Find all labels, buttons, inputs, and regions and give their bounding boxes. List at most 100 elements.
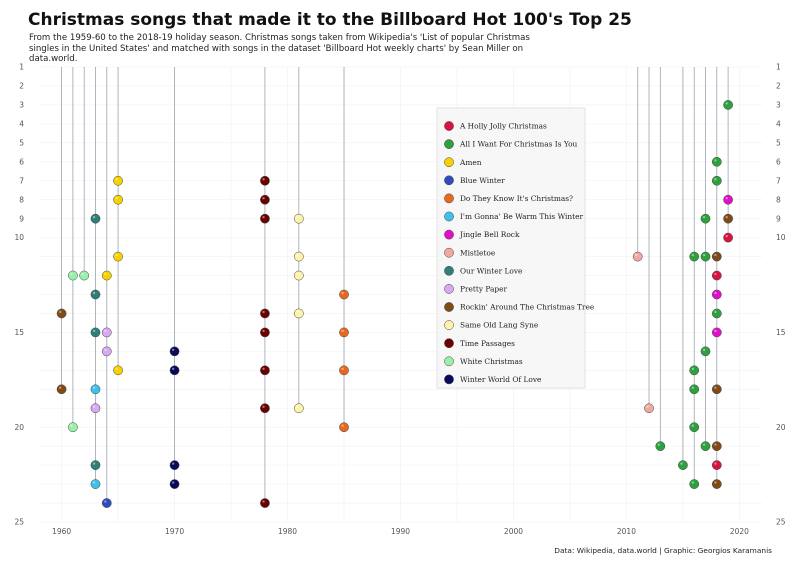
song-point	[260, 194, 270, 205]
ornament-shine	[296, 310, 299, 314]
ornament-shine	[262, 329, 265, 333]
ornament-shine	[680, 462, 683, 465]
ornament-shine	[296, 272, 299, 276]
ornament-shine	[714, 178, 717, 181]
y-tick-label-left: 2	[19, 82, 24, 91]
song-point	[711, 289, 722, 300]
song-point	[90, 460, 101, 470]
legend: A Holly Jolly Christmas All I Want For Ch…	[436, 107, 594, 389]
ornament-shine	[92, 481, 96, 484]
ornament-shine	[714, 310, 717, 314]
ornament-shine	[70, 272, 73, 276]
song-point	[711, 327, 722, 338]
legend-swatch	[444, 374, 454, 385]
song-point	[293, 251, 304, 262]
ornament-shine	[702, 443, 706, 446]
y-tick-label-right: 3	[776, 101, 781, 110]
legend-label: A Holly Jolly Christmas	[459, 122, 547, 131]
song-point	[632, 251, 643, 262]
ornament-shine	[104, 348, 107, 352]
legend-swatch	[444, 175, 454, 186]
song-point	[260, 175, 270, 186]
song-point	[56, 308, 67, 319]
y-tick-label-left: 4	[19, 119, 24, 128]
legend-label: Time Passages	[460, 339, 515, 348]
legend-swatch	[444, 284, 454, 294]
legend-swatch	[444, 338, 454, 349]
ornament-shine	[702, 348, 706, 352]
y-tick-label-right: 10	[776, 233, 786, 242]
y-tick-label-right: 5	[776, 138, 781, 147]
ornament-shine	[115, 178, 118, 181]
chart-caption: Data: Wikipedia, data.world | Graphic: G…	[554, 546, 772, 555]
song-point	[293, 213, 304, 224]
legend-label: Amen	[459, 158, 482, 167]
ornament-shine	[635, 253, 638, 257]
song-point	[260, 365, 270, 376]
song-point	[90, 213, 101, 224]
y-tick-label-left: 20	[14, 423, 24, 432]
song-point	[101, 498, 112, 508]
legend-swatch	[444, 320, 454, 330]
song-point	[79, 270, 90, 281]
song-point	[113, 175, 123, 186]
y-tick-label-right: 8	[776, 195, 781, 204]
y-tick-label-right: 25	[776, 518, 786, 527]
legend-swatch	[444, 157, 454, 168]
song-point	[700, 441, 711, 452]
legend-label: All I Want For Christmas Is You	[459, 140, 578, 149]
ornament-shine	[262, 178, 265, 181]
chart-title: Christmas songs that made it to the Bill…	[28, 10, 632, 30]
x-tick-label: 1960	[52, 527, 71, 536]
ornament-shine	[115, 253, 118, 257]
y-tick-label-right: 2	[776, 82, 781, 91]
y-tick-label-left: 8	[19, 195, 24, 204]
legend-swatch	[444, 139, 454, 149]
y-tick-label-right: 4	[776, 119, 781, 128]
song-point	[678, 460, 688, 470]
y-tick-label-right: 15	[776, 328, 786, 337]
ornament-shine	[341, 291, 344, 295]
legend-swatch	[444, 193, 454, 204]
ornament-shine	[714, 386, 717, 389]
ornament-shine	[171, 348, 175, 352]
ornament-shine	[714, 159, 717, 162]
y-tick-label-right: 6	[776, 157, 781, 166]
ornament-shine	[725, 215, 728, 219]
legend-swatch	[444, 229, 454, 240]
ornament-shine	[262, 405, 265, 408]
ornament-shine	[714, 329, 717, 333]
ornament-shine	[81, 272, 84, 276]
song-point	[711, 175, 722, 186]
song-point	[689, 479, 700, 489]
song-point	[689, 384, 700, 395]
x-tick-label: 2010	[617, 527, 636, 536]
song-point	[56, 384, 67, 395]
ornament-shine	[171, 462, 175, 465]
x-tick-label: 1990	[391, 527, 410, 536]
y-tick-label-left: 3	[19, 101, 24, 110]
legend-box	[436, 107, 586, 389]
ornament-shine	[58, 386, 62, 389]
song-point	[101, 346, 112, 357]
ornament-shine	[104, 272, 107, 276]
ornament-shine	[725, 197, 728, 200]
song-point	[260, 213, 270, 224]
ornament-shine	[691, 424, 695, 427]
ornament-shine	[92, 329, 96, 333]
ornament-shine	[115, 367, 118, 371]
x-tick-label: 2000	[504, 527, 523, 536]
y-tick-label-left: 25	[14, 518, 24, 527]
ornament-shine	[92, 462, 96, 465]
ornament-shine	[58, 310, 62, 314]
ornament-shine	[714, 272, 717, 276]
y-tick-label-right: 9	[776, 214, 781, 223]
y-tick-label-left: 1	[19, 63, 24, 72]
ornament-shine	[714, 462, 717, 465]
song-point	[260, 498, 270, 508]
song-point	[689, 422, 700, 433]
song-point	[711, 308, 722, 319]
ornament-shine	[725, 234, 728, 238]
ornament-shine	[92, 291, 96, 295]
